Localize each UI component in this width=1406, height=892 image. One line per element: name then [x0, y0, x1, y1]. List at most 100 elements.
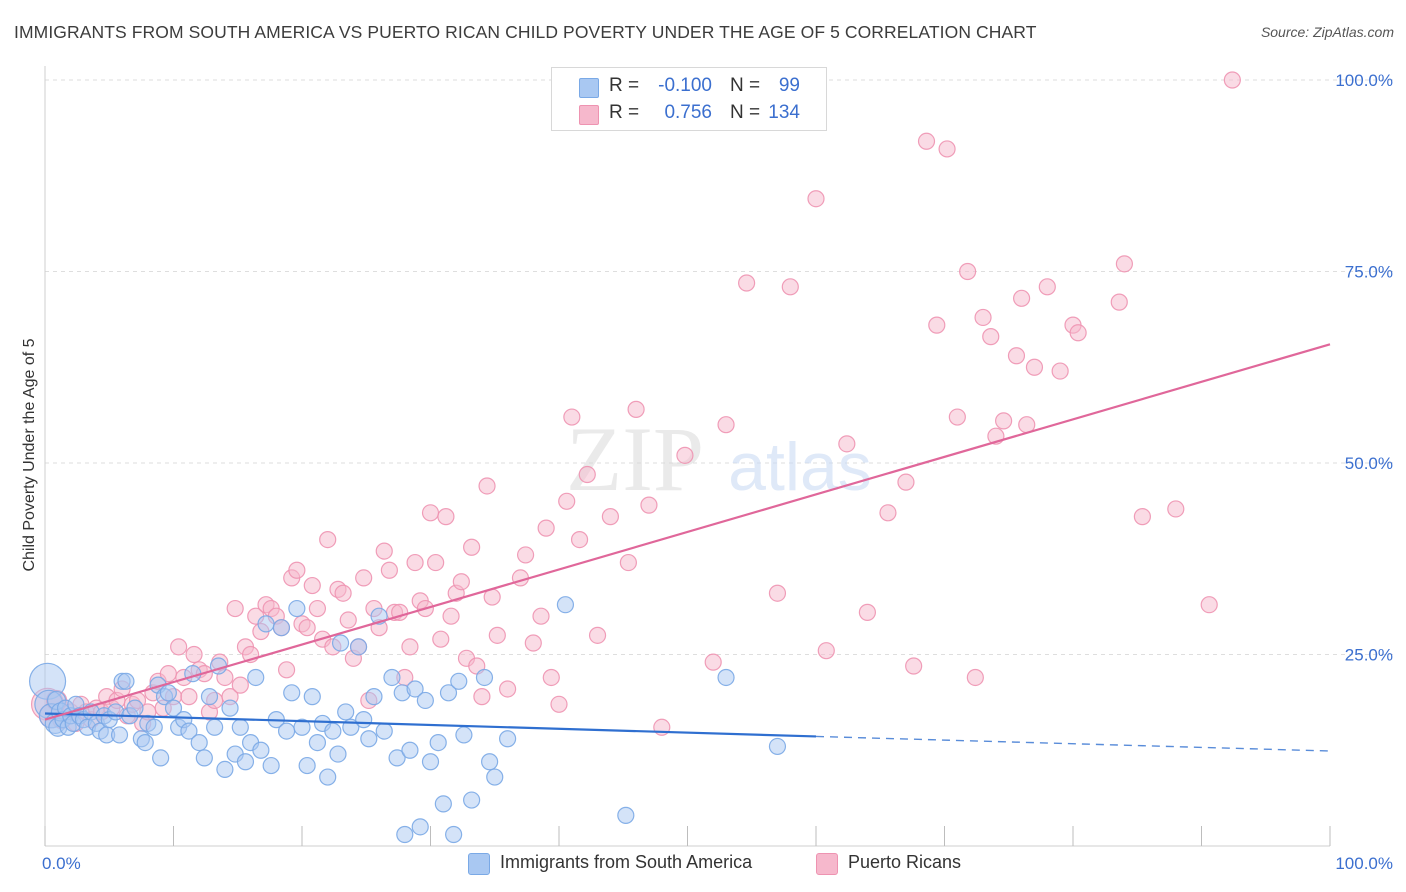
puerto-ricans-trend-line — [44, 343, 1331, 721]
south-america-point — [617, 806, 635, 824]
puerto-ricans-point — [437, 508, 455, 526]
puerto-ricans-point — [231, 676, 249, 694]
puerto-ricans-point — [308, 599, 327, 618]
south-america-point — [388, 749, 406, 767]
puerto-ricans-point — [226, 599, 244, 618]
puerto-ricans-point — [879, 504, 897, 522]
puerto-ricans-point — [558, 492, 576, 510]
south-america-point — [396, 825, 414, 844]
puerto-ricans-point — [478, 477, 496, 495]
south-america-point — [349, 638, 368, 656]
south-america-point — [159, 684, 177, 702]
puerto-ricans-point — [619, 553, 637, 572]
puerto-ricans-point — [948, 408, 966, 426]
r-value: 0.756 — [664, 102, 712, 123]
south-america-point — [252, 741, 270, 759]
trend-lines — [44, 343, 1331, 752]
south-america-point — [421, 753, 440, 771]
r-label: R = — [609, 102, 640, 123]
x-tick-label: 0.0% — [42, 854, 81, 873]
legend-label: Puerto Ricans — [848, 852, 962, 872]
source-label: Source: ZipAtlas.com — [1260, 24, 1394, 40]
puerto-ricans-point — [375, 542, 393, 560]
puerto-ricans-point — [1051, 362, 1069, 380]
puerto-ricans-point — [401, 638, 419, 656]
south-america-point — [406, 680, 424, 698]
puerto-ricans-point — [277, 661, 296, 679]
correlation-legend: R = -0.100 N = 99 R = 0.756 N = 134 — [551, 67, 827, 131]
puerto-ricans-point — [959, 262, 977, 281]
puerto-ricans-point — [339, 611, 357, 629]
puerto-ricans-point — [550, 695, 568, 713]
puerto-ricans-point — [1133, 508, 1151, 526]
puerto-ricans-point — [537, 519, 555, 537]
south-america-points — [28, 596, 787, 844]
x-tick-label: 100.0% — [1335, 854, 1393, 873]
puerto-ricans-point — [588, 626, 607, 644]
puerto-ricans-point — [334, 584, 352, 602]
puerto-ricans-point — [966, 668, 984, 687]
south-america-point — [110, 726, 129, 744]
puerto-ricans-point — [905, 657, 923, 675]
puerto-ricans-point — [1007, 347, 1026, 365]
puerto-ricans-point — [1223, 71, 1241, 89]
puerto-ricans-point — [180, 688, 198, 706]
south-america-point — [475, 668, 494, 687]
puerto-ricans-point — [717, 416, 735, 434]
pink-swatch-icon — [816, 853, 838, 875]
n-label: N = — [730, 102, 761, 123]
puerto-ricans-point — [974, 308, 992, 327]
puerto-ricans-point — [516, 546, 535, 564]
puerto-ricans-point — [640, 496, 658, 514]
south-america-point — [375, 722, 393, 740]
puerto-ricans-point — [570, 530, 589, 549]
south-america-point — [329, 745, 347, 763]
puerto-ricans-point — [807, 190, 825, 208]
blue-swatch-icon — [468, 853, 490, 875]
puerto-ricans-point — [928, 316, 946, 334]
puerto-ricans-point — [1110, 293, 1128, 311]
south-america-point — [206, 718, 224, 736]
y-tick-labels: 25.0% 50.0% 75.0% 100.0% — [1335, 71, 1393, 665]
south-america-point — [439, 684, 458, 702]
y-tick-label: 75.0% — [1345, 263, 1393, 282]
south-america-point — [164, 699, 183, 717]
puerto-ricans-point — [442, 607, 460, 625]
south-america-trend-extension — [815, 735, 1331, 752]
south-america-point — [231, 718, 249, 736]
south-america-point — [221, 699, 239, 717]
south-america-point — [236, 753, 255, 771]
south-america-point — [434, 795, 452, 813]
south-america-point — [556, 596, 575, 614]
gridlines — [45, 79, 1395, 655]
puerto-ricans-point — [563, 408, 581, 426]
puerto-ricans-point — [421, 504, 440, 522]
y-tick-label: 50.0% — [1345, 454, 1393, 473]
south-america-point — [145, 718, 163, 736]
south-america-trend-line — [44, 712, 817, 738]
south-america-point — [416, 691, 434, 710]
y-tick-label: 25.0% — [1345, 646, 1393, 665]
puerto-ricans-point — [473, 688, 491, 706]
puerto-ricans-point — [542, 668, 560, 687]
south-america-point — [401, 741, 419, 759]
puerto-ricans-point — [578, 465, 596, 484]
puerto-ricans-point — [982, 328, 1000, 346]
south-america-point — [303, 688, 321, 706]
puerto-ricans-point — [781, 278, 799, 296]
south-america-point — [190, 733, 208, 752]
puerto-ricans-point — [288, 561, 306, 579]
south-america-point — [126, 699, 144, 717]
legend-row-puerto-ricans: R = 0.756 N = 134 — [552, 101, 826, 127]
south-america-point — [337, 703, 355, 721]
puerto-ricans-point — [1167, 500, 1185, 518]
south-america-point — [262, 756, 280, 775]
blue-swatch-icon — [579, 78, 599, 98]
south-america-point — [288, 599, 306, 618]
puerto-ricans-points — [30, 71, 1241, 736]
puerto-ricans-point — [185, 645, 203, 664]
y-tick-label: 100.0% — [1335, 71, 1393, 90]
legend-row-south-america: R = -0.100 N = 99 — [552, 74, 826, 100]
puerto-ricans-point — [355, 569, 373, 587]
south-america-point — [308, 733, 327, 752]
